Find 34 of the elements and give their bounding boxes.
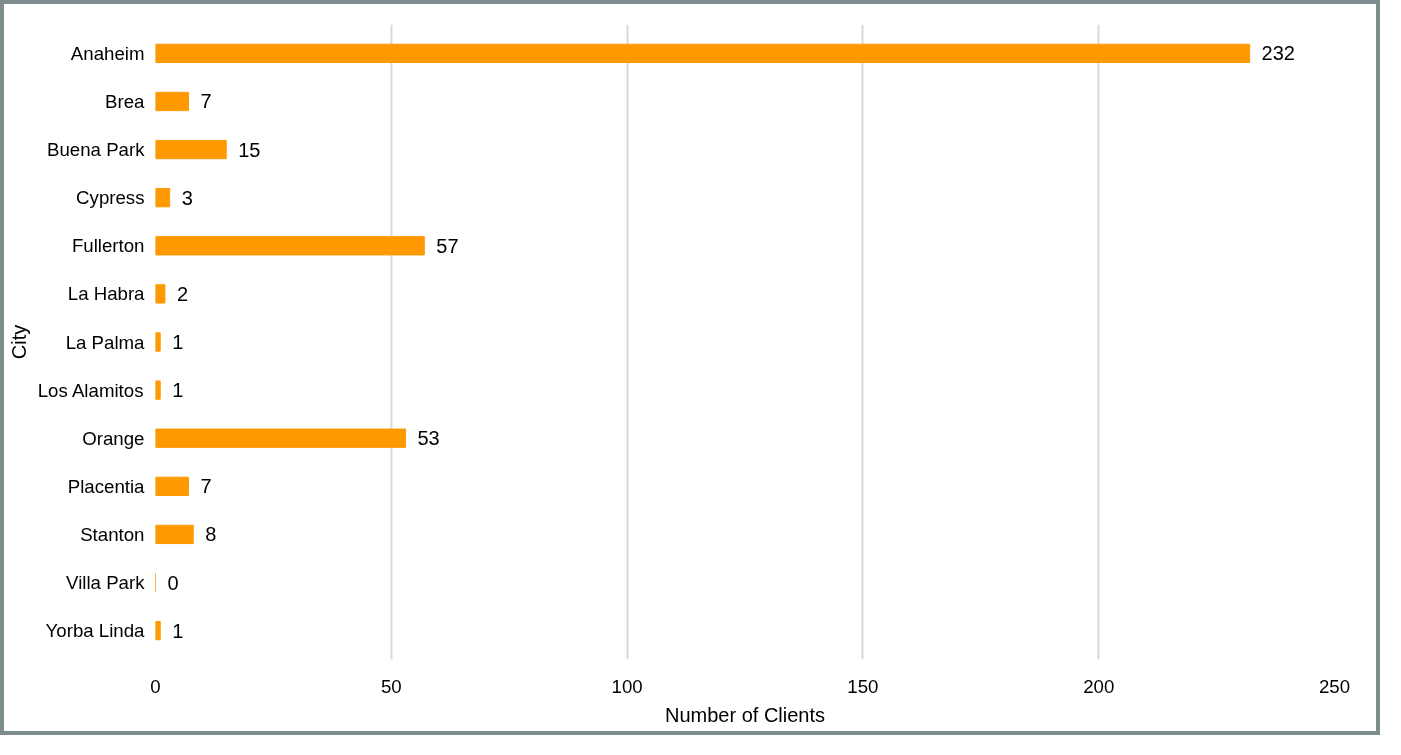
y-tick-label: Villa Park [66, 572, 146, 594]
data-label: 0 [167, 571, 179, 594]
data-label: 1 [172, 379, 184, 402]
data-label: 3 [181, 186, 193, 209]
data-label: 1 [172, 331, 184, 353]
x-tick-label: 50 [380, 675, 402, 697]
y-axis-title: City [7, 324, 30, 360]
data-label: 7 [200, 90, 212, 113]
y-tick-label: Fullerton [71, 235, 145, 257]
y-tick-label: La Habra [67, 283, 146, 305]
data-label: 1 [172, 619, 184, 642]
data-label: 15 [238, 138, 261, 161]
x-tick-label: 250 [1318, 675, 1351, 697]
x-tick-label: 150 [847, 675, 879, 697]
data-label: 53 [417, 427, 440, 450]
y-tick-label: Los Alamitos [37, 379, 144, 401]
y-tick-label: Yorba Linda [45, 620, 146, 642]
y-tick-label: Cypress [76, 187, 145, 209]
y-tick-label: Brea [105, 90, 146, 112]
data-label: 8 [205, 523, 217, 546]
x-tick-label: 200 [1083, 675, 1115, 697]
y-tick-label: Placentia [67, 475, 146, 497]
x-tick-label: 100 [611, 675, 643, 697]
x-axis-title: Number of Clients [664, 703, 826, 726]
y-tick-label: Buena Park [47, 139, 146, 161]
y-tick-label: Anaheim [70, 42, 145, 64]
y-tick-label: La Palma [65, 331, 146, 353]
data-label: 57 [436, 234, 459, 257]
y-tick-label: Orange [82, 427, 145, 449]
y-tick-label: Stanton [80, 523, 145, 545]
data-label: 232 [1261, 42, 1295, 65]
data-label: 2 [176, 282, 189, 305]
data-label: 7 [200, 475, 212, 498]
x-tick-label: 0 [150, 675, 161, 697]
